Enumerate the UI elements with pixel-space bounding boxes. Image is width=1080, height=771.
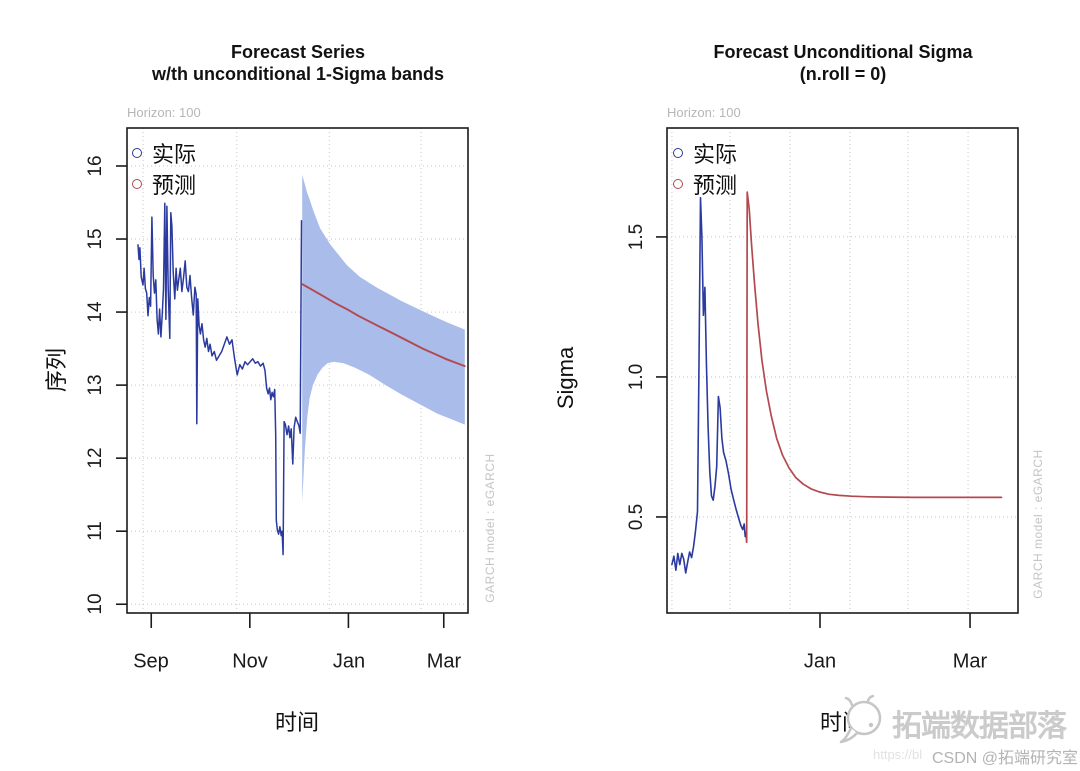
actual-series-marker-icon [132,147,142,158]
legend-label-actual: 实际 [693,141,738,167]
forecast-series-marker-icon [132,178,142,189]
y-tick-label: 12 [85,447,106,469]
series-forecast-line [301,283,466,368]
chart-1-horizon-annotation: Horizon: 100 [667,105,741,120]
confidence-band [302,174,465,502]
watermark-url-text: https://bl [873,747,923,762]
y-tick-label: 0.5 [626,503,647,531]
chart-0-x-axis-label: 时间 [274,710,320,735]
legend-row-forecast: 预测 [132,168,196,199]
y-tick-label: 16 [85,155,106,177]
chart-0-title-line-2: w/th unconditional 1-Sigma bands [151,64,445,84]
chart-1-y-axis-label: Sigma [553,346,578,410]
chart-1-legend: 实际 预测 [673,137,737,199]
watermark-brand-text: 拓端数据部落 [892,710,1067,743]
x-tick-label: Jan [803,650,837,673]
chart-0-horizon-annotation: Horizon: 100 [127,105,201,120]
plot-box [126,127,469,614]
chart-0-y-axis-label: 序列 [44,347,69,393]
legend-row-actual: 实际 [673,137,737,168]
chart-0-title-line-1: Forecast Series [230,42,366,62]
y-tick-label: 10 [85,593,106,615]
legend-row-forecast: 预测 [673,168,737,199]
watermark-speech-bubble-icon [838,694,888,754]
series-forecast-line [745,191,1003,544]
y-tick-label: 14 [85,301,106,323]
actual-series-marker-icon [673,147,683,158]
legend-row-actual: 实际 [132,137,196,168]
x-tick-label: Mar [426,650,462,673]
series-actual-line [671,196,748,574]
y-tick-label: 11 [85,521,106,541]
y-tick-label: 15 [85,228,106,250]
legend-label-forecast: 预测 [693,172,738,198]
legend-label-actual: 实际 [152,141,197,167]
chart-1-title-line-1: Forecast Unconditional Sigma [713,42,973,62]
plot-box [666,127,1019,614]
legend-label-forecast: 预测 [152,172,197,198]
x-tick-label: Mar [952,650,988,673]
y-tick-label: 1.5 [626,223,647,251]
series-actual-line [137,202,303,556]
y-tick-label: 13 [85,374,106,396]
y-tick-label: 1.0 [626,363,647,391]
chart-0-model-caption: GARCH model : eGARCH [483,453,497,603]
forecast-series-marker-icon [673,178,683,189]
x-tick-label: Jan [332,650,366,673]
x-tick-label: Nov [232,650,268,673]
x-tick-label: Sep [133,650,169,673]
watermark-csdn-text: CSDN @拓端研究室 [932,750,1079,767]
chart-1-model-caption: GARCH model : eGARCH [1031,449,1045,599]
chart-0-legend: 实际 预测 [132,137,196,199]
chart-1-title-line-2: (n.roll = 0) [799,64,887,84]
